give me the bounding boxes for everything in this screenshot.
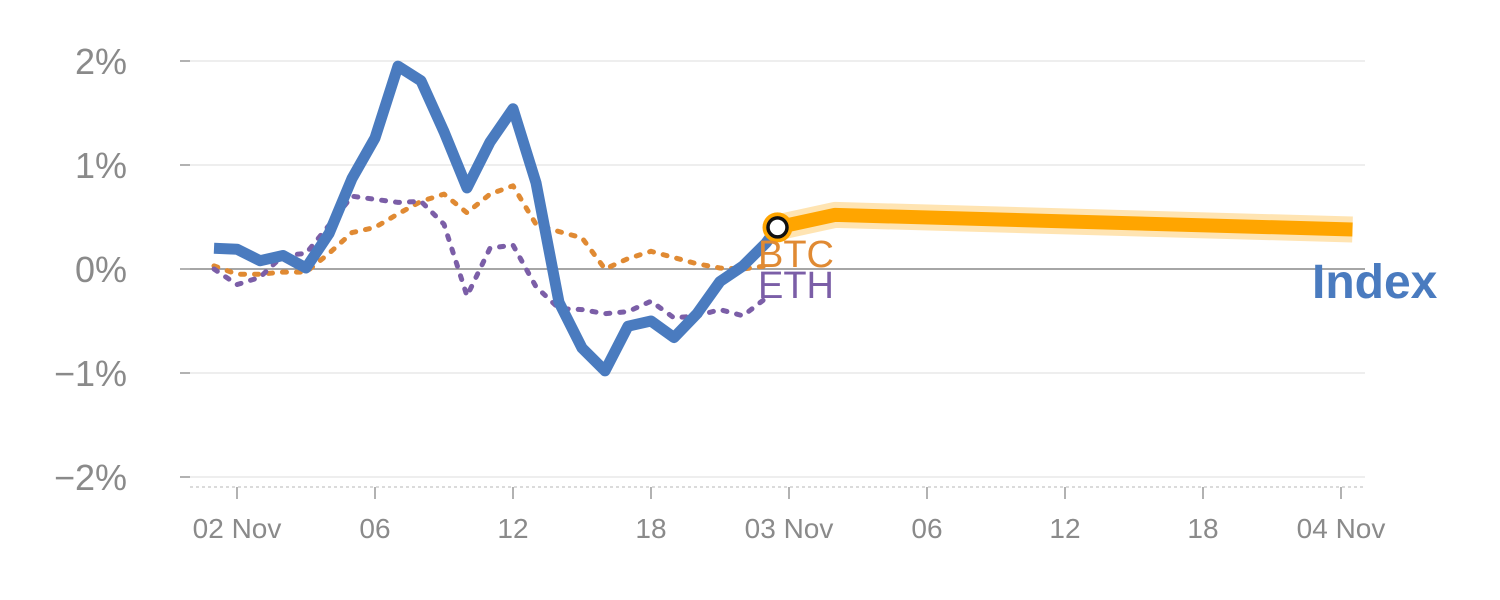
x-tick-label: 02 Nov: [193, 513, 282, 544]
series-line-index: [213, 60, 782, 377]
gridlines: [190, 60, 1365, 478]
forecast-line: [776, 207, 1353, 237]
y-tick-label: 0%: [75, 249, 127, 290]
x-tick-label: 18: [635, 513, 666, 544]
axes: 2% 1% 0% −1% −2% 02 Nov 06 12 18 03 Nov 06 12 18 04 N…: [54, 41, 1385, 544]
series-label-btc: BTC: [758, 234, 834, 276]
y-tick-label: −1%: [54, 353, 127, 394]
x-tick-label: 18: [1187, 513, 1218, 544]
y-tick-label: 1%: [75, 145, 127, 186]
series-label-eth: ETH: [758, 265, 834, 307]
y-tick-label: 2%: [75, 41, 127, 82]
y-tick-label: −2%: [54, 457, 127, 498]
x-tick-label: 06: [911, 513, 942, 544]
series-labels: BTC ETH Index: [758, 234, 1438, 309]
current-point-marker: [766, 216, 789, 239]
x-tick-label: 04 Nov: [1297, 513, 1386, 544]
x-tick-label: 12: [497, 513, 528, 544]
x-tick-label: 12: [1049, 513, 1080, 544]
series-line-btc: [211, 183, 769, 277]
x-tick-label: 06: [359, 513, 390, 544]
series-line-eth: [211, 193, 769, 321]
series-label-index: Index: [1312, 256, 1438, 309]
series-lines: [211, 60, 1353, 377]
x-tick-label: 03 Nov: [745, 513, 834, 544]
